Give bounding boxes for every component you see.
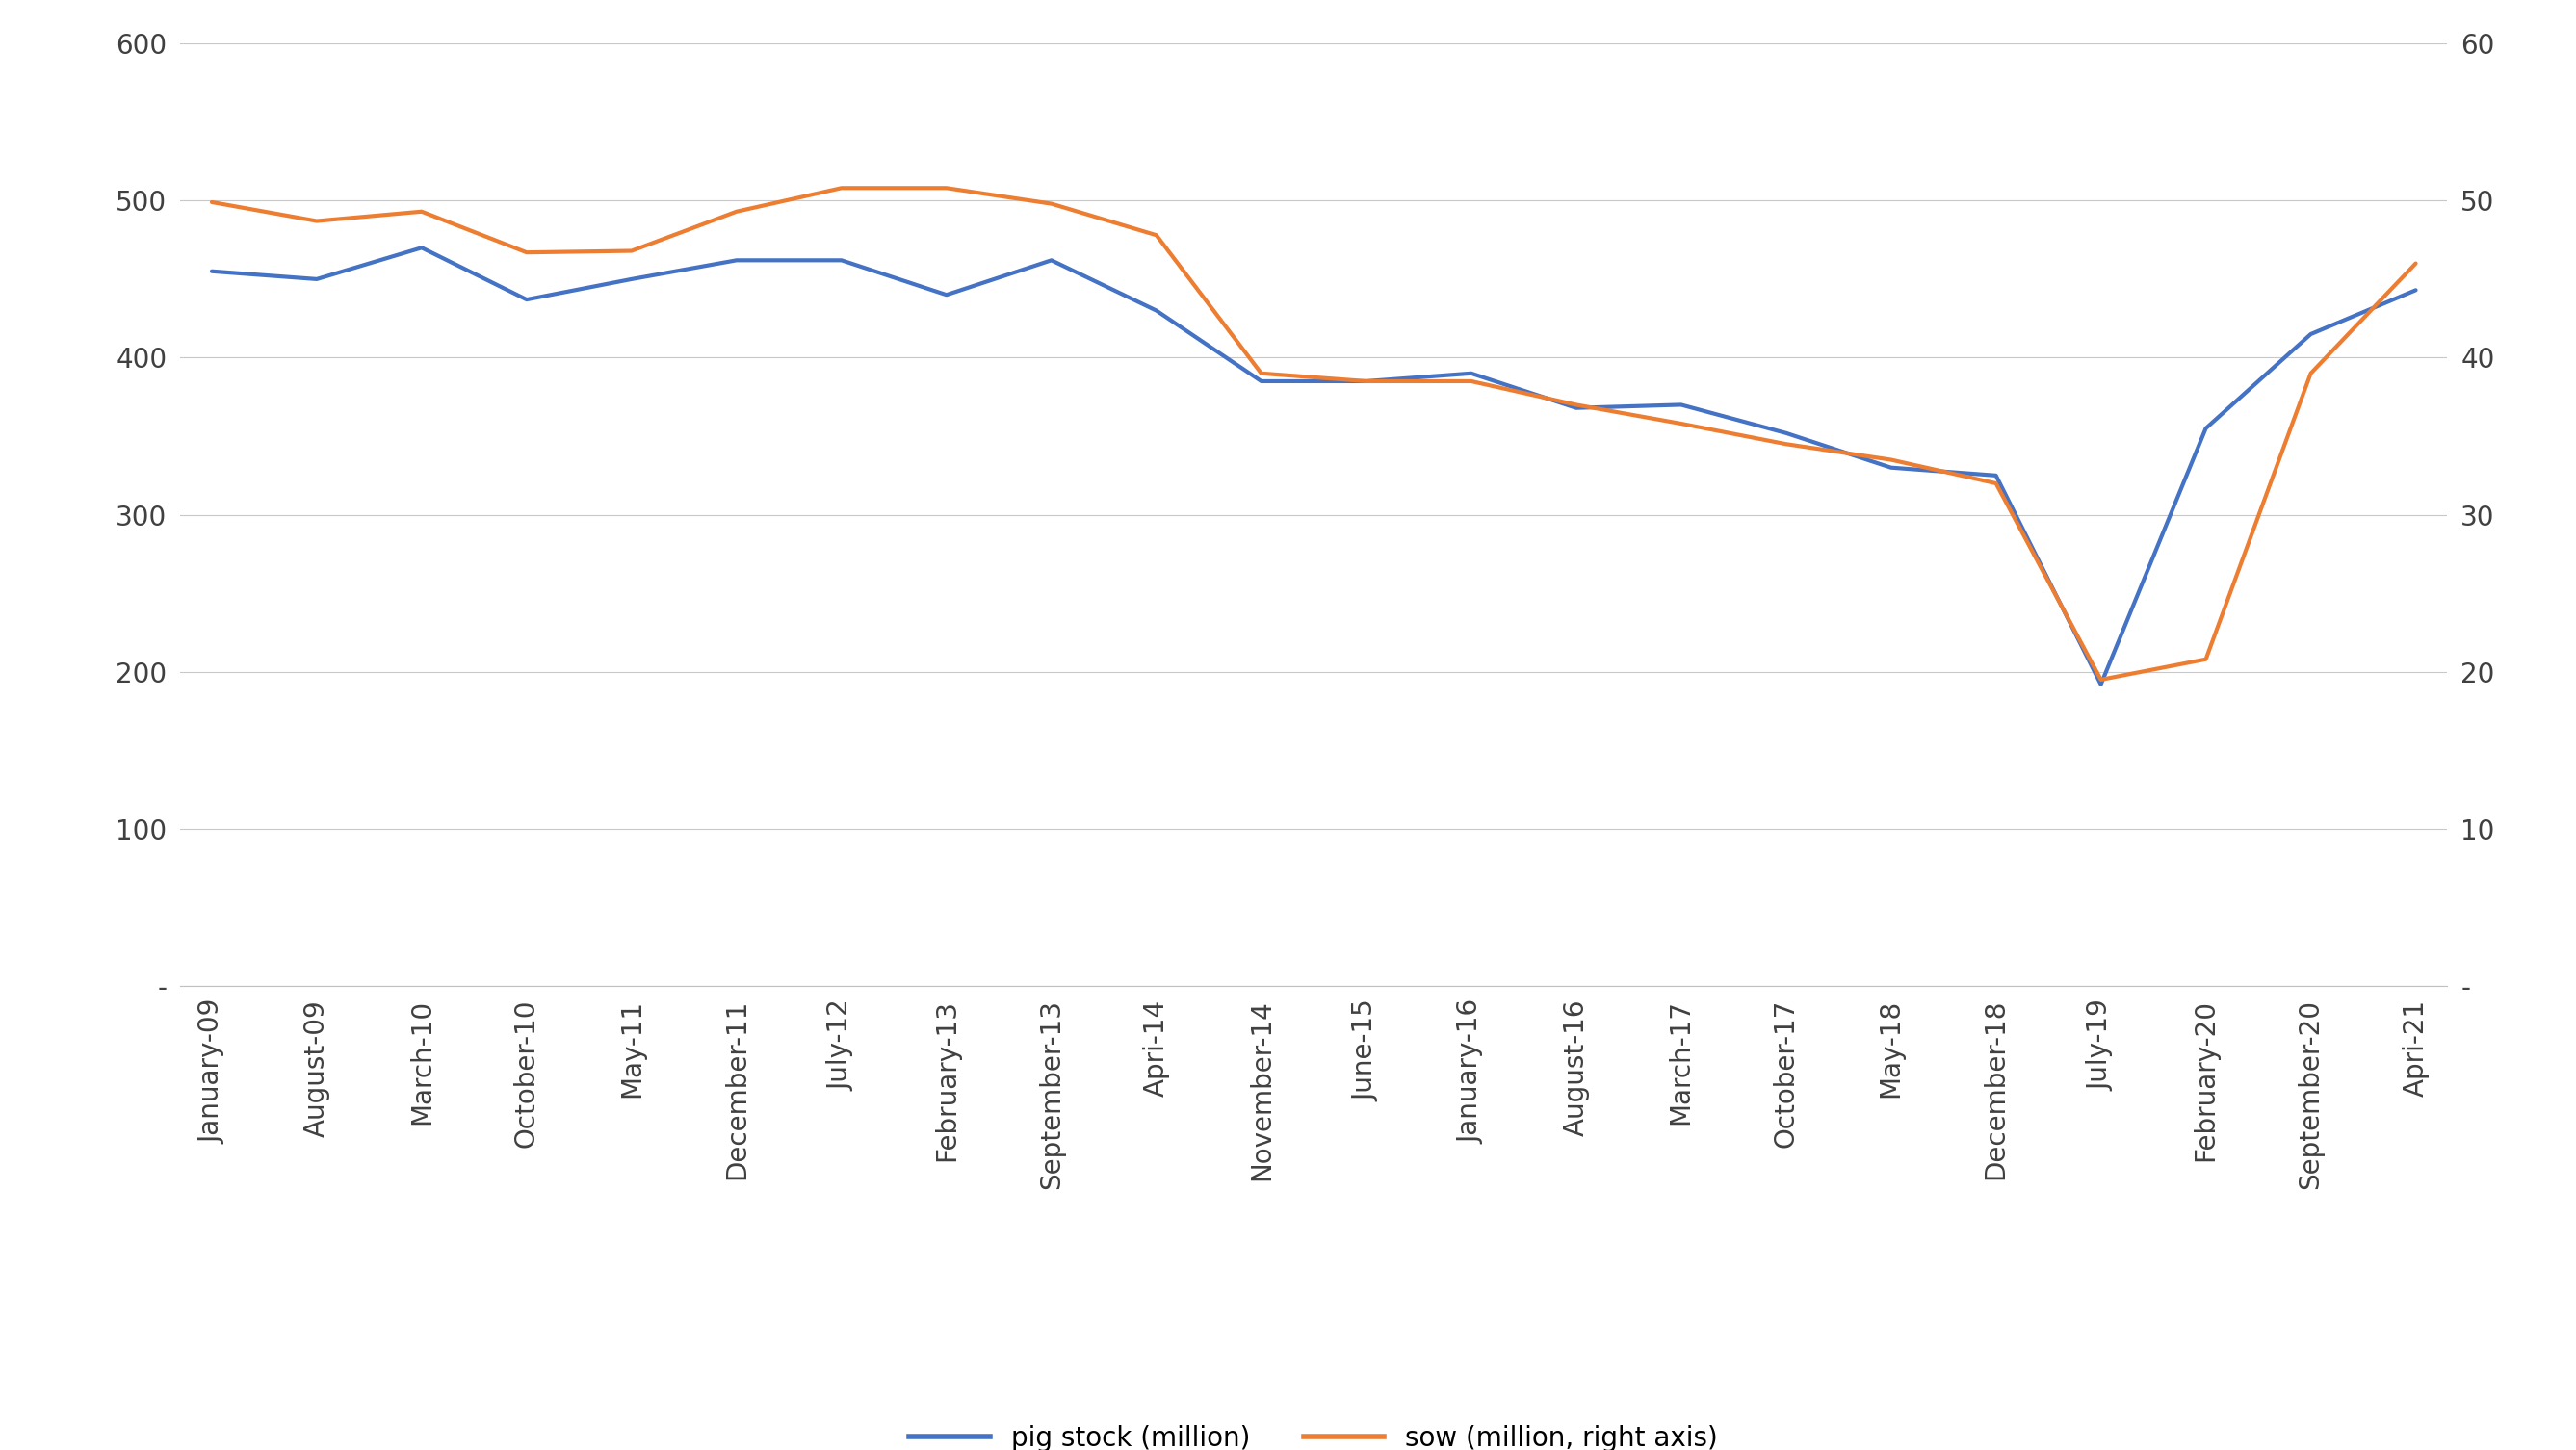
- Legend: pig stock (million), sow (million, right axis): pig stock (million), sow (million, right…: [899, 1414, 1728, 1450]
